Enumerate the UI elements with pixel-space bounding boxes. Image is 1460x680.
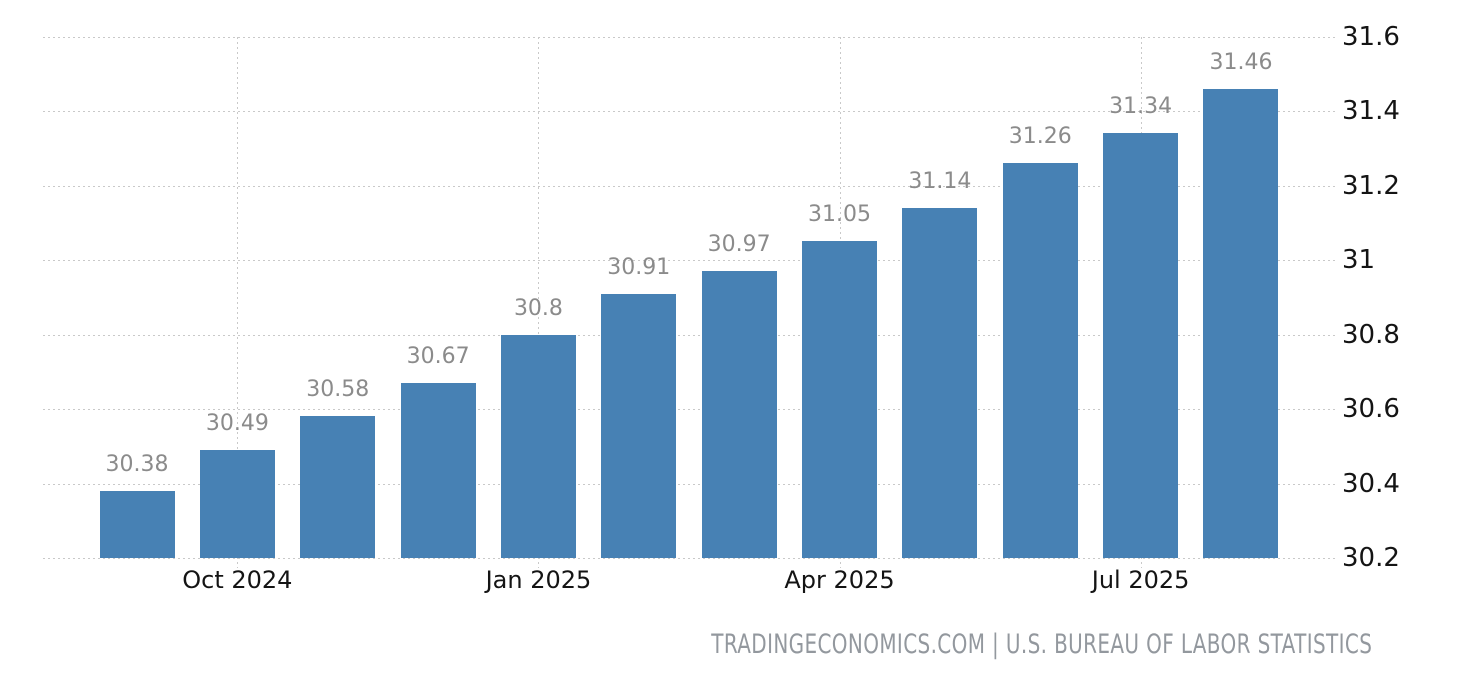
x-axis-label: Oct 2024 bbox=[182, 566, 293, 594]
v-gridline bbox=[538, 36, 540, 568]
bar-feb-2025[interactable] bbox=[601, 293, 677, 558]
bar-value-label: 30.58 bbox=[306, 377, 370, 403]
bar-sep-2024[interactable] bbox=[99, 490, 175, 558]
bar-jun-2025[interactable] bbox=[1002, 163, 1078, 558]
h-gridline bbox=[43, 334, 1338, 336]
bar-value-label: 31.26 bbox=[1008, 124, 1072, 150]
x-axis-label: Apr 2025 bbox=[784, 566, 895, 594]
y-axis-label: 31.6 bbox=[1342, 21, 1400, 52]
v-gridline bbox=[237, 36, 239, 568]
bar-jan-2025[interactable] bbox=[500, 334, 576, 558]
bar-value-label: 31.34 bbox=[1109, 94, 1173, 120]
h-gridline bbox=[43, 558, 1338, 559]
source-attribution: TRADINGECONOMICS.COM | U.S. BUREAU OF LA… bbox=[710, 629, 1372, 660]
bar-value-label: 30.49 bbox=[205, 410, 269, 436]
y-axis-label: 30.8 bbox=[1342, 319, 1400, 350]
x-axis-label: Jan 2025 bbox=[485, 566, 592, 594]
y-axis-label: 31 bbox=[1342, 245, 1376, 275]
bar-apr-2025[interactable] bbox=[802, 241, 878, 558]
bar-value-label: 31.05 bbox=[808, 202, 871, 228]
bar-value-label: 31.14 bbox=[908, 168, 972, 194]
bar-value-label: 30.97 bbox=[707, 232, 771, 258]
h-gridline bbox=[43, 409, 1338, 410]
bar-jul-2025[interactable] bbox=[1103, 133, 1179, 558]
h-gridline bbox=[43, 185, 1338, 187]
h-gridline bbox=[43, 483, 1338, 485]
h-gridline bbox=[43, 260, 1338, 261]
bar-value-label: 30.38 bbox=[105, 451, 169, 477]
bar-dec-2024[interactable] bbox=[400, 382, 476, 558]
bar-may-2025[interactable] bbox=[902, 207, 978, 558]
y-axis-label: 30.6 bbox=[1342, 394, 1400, 424]
h-gridline bbox=[43, 111, 1338, 112]
y-axis-label: 30.4 bbox=[1342, 468, 1400, 499]
h-gridline bbox=[43, 36, 1338, 38]
bar-value-label: 30.91 bbox=[607, 254, 671, 280]
y-axis-label: 31.4 bbox=[1342, 96, 1400, 126]
bar-mar-2025[interactable] bbox=[701, 271, 777, 558]
y-axis-label: 30.2 bbox=[1342, 543, 1400, 573]
bar-value-label: 30.8 bbox=[513, 295, 563, 321]
bar-aug-2025[interactable] bbox=[1203, 88, 1279, 558]
bar-value-label: 31.46 bbox=[1209, 49, 1273, 75]
y-axis-label: 31.2 bbox=[1342, 170, 1400, 201]
bar-value-label: 30.67 bbox=[406, 343, 470, 369]
bar-oct-2024[interactable] bbox=[199, 449, 275, 558]
x-axis-label: Jul 2025 bbox=[1091, 566, 1190, 594]
bar-nov-2024[interactable] bbox=[300, 416, 376, 558]
